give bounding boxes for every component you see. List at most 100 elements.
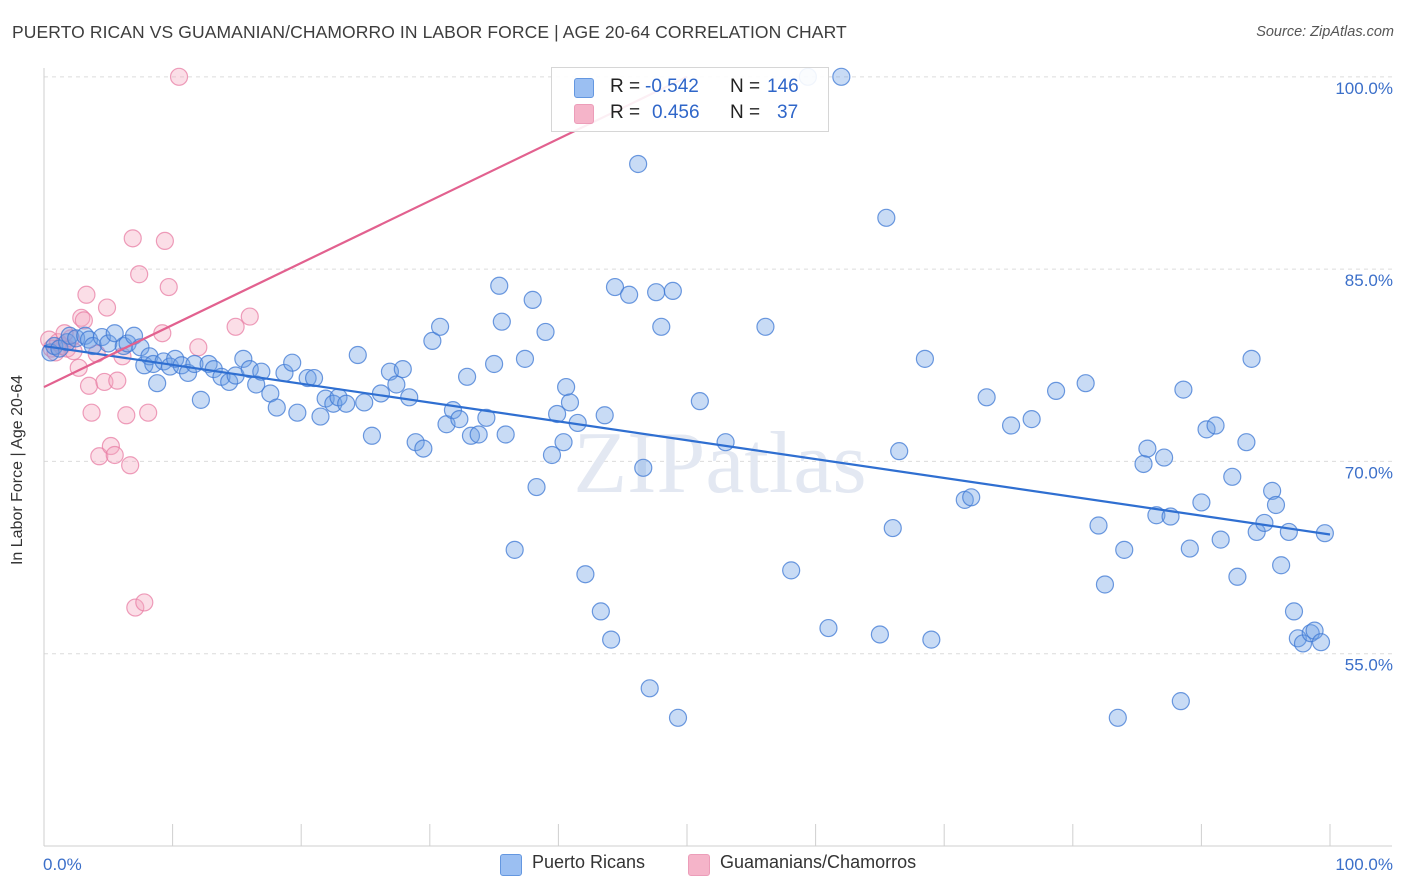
chart-title: PUERTO RICAN VS GUAMANIAN/CHAMORRO IN LA… [12,22,847,42]
puerto-rican-point [576,565,595,584]
guamanian-point [79,376,99,395]
puerto-rican-point [640,679,659,698]
bottom-legend-label: Guamanians/Chamorros [720,852,917,872]
bottom-legend-swatch-blue [500,854,522,876]
legend-r-label: R = [610,76,641,97]
puerto-rican-point [105,324,124,343]
puerto-rican-point [234,349,253,368]
guamanian-point [105,445,124,465]
bottom-legend-swatch-pink [688,854,710,876]
puerto-rican-point [1237,433,1256,452]
puerto-rican-point [1242,349,1261,368]
puerto-rican-point [1095,575,1115,594]
puerto-rican-point [148,374,167,393]
puerto-rican-point [1311,633,1331,652]
puerto-rican-point [652,317,671,336]
puerto-rican-point [554,433,573,452]
puerto-rican-point [647,283,666,302]
guamanian-point [189,338,208,357]
guamanian-point [95,372,114,392]
guamanian-point [226,317,245,336]
puerto-rican-point [832,67,851,86]
puerto-rican-point [1046,381,1066,401]
puerto-rican-point [977,388,996,407]
legend-r-value: -0.542 [645,76,699,97]
puerto-rican-point [283,353,302,372]
puerto-rican-point [450,410,469,429]
legend-swatch-pink [574,104,594,124]
puerto-rican-point [1206,416,1225,435]
puerto-rican-point [457,367,477,386]
puerto-rican-point [1174,380,1193,399]
puerto-rican-point [469,425,488,444]
puerto-rican-point [634,458,653,477]
puerto-rican-series [41,67,1334,727]
puerto-rican-point [252,362,271,381]
puerto-rican-point [870,625,890,644]
puerto-rican-point [1293,634,1313,653]
x-tick-label: 100.0% [1335,855,1393,874]
puerto-rican-point [485,354,504,374]
legend-r-value: 0.456 [652,102,700,123]
puerto-rican-point [515,349,535,368]
guamanian-point [77,285,96,304]
puerto-rican-trend-line [43,344,1331,536]
puerto-rican-point [1022,410,1041,429]
guamanian-point [121,456,140,475]
puerto-rican-point [890,442,909,461]
puerto-rican-point [668,708,688,727]
guamanian-point [97,298,117,317]
puerto-rican-point [602,630,621,649]
y-tick-label: 85.0% [1345,271,1393,290]
puerto-rican-point [620,285,639,304]
grid [44,76,1392,655]
puerto-rican-point [430,317,450,336]
puerto-rican-point [298,368,317,388]
legend-row-guamanian: R = 0.456 N = 37 [552,100,828,128]
puerto-rican-point [1197,420,1216,439]
source-label: Source: ZipAtlas.com [1256,24,1394,40]
puerto-rican-point [1171,692,1190,711]
puerto-rican-point [1138,439,1157,458]
puerto-rican-point [1305,621,1324,640]
puerto-rican-point [1284,602,1304,621]
puerto-rican-point [962,488,981,507]
y-tick-label: 100.0% [1335,79,1393,98]
puerto-rican-point [461,426,481,445]
puerto-rican-point [1266,495,1286,515]
axes [43,68,1392,847]
puerto-rican-point [477,408,496,427]
puerto-rican-point [400,388,419,407]
puerto-rican-point [548,404,567,424]
puerto-rican-point [311,407,330,426]
y-tick-label: 70.0% [1345,463,1393,482]
puerto-rican-point [542,445,562,465]
puerto-rican-point [756,317,775,336]
puerto-rican-point [629,154,648,174]
puerto-rican-point [288,403,307,422]
y-tick-label: 55.0% [1345,656,1393,675]
legend-r-label: R = [610,102,641,123]
puerto-rican-point [605,277,625,297]
puerto-rican-point [387,375,406,394]
guamanian-point [240,307,259,326]
puerto-rican-point [591,602,610,621]
x-tick-label: 0.0% [43,855,82,874]
guamanian-point [155,231,174,251]
guamanian-point [74,311,93,330]
puerto-rican-point [1076,374,1095,393]
puerto-rican-point [1147,506,1166,525]
legend-row-puerto-rican: R = -0.542 N = 146 [552,74,828,102]
puerto-rican-point [716,433,735,452]
puerto-rican-point [1134,454,1153,474]
puerto-rican-point [819,618,838,638]
puerto-rican-point [883,518,902,538]
guamanian-point [108,371,127,390]
puerto-rican-point [1228,567,1247,586]
guamanian-point [139,403,158,422]
puerto-rican-point [1155,448,1174,467]
puerto-rican-point [199,354,218,374]
puerto-rican-point [240,360,259,379]
puerto-rican-point [490,276,509,295]
puerto-rican-point [496,425,515,444]
